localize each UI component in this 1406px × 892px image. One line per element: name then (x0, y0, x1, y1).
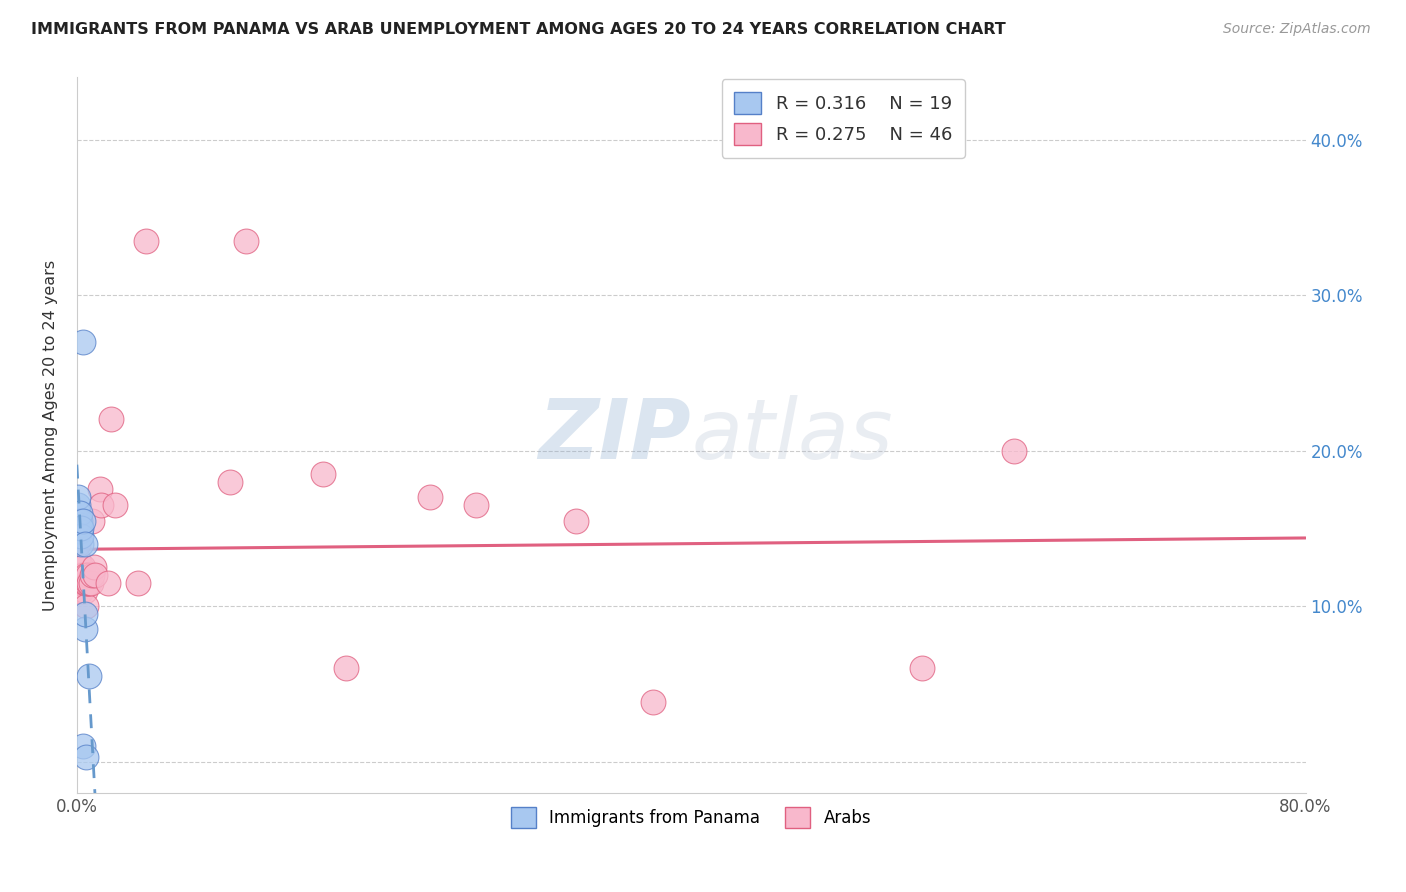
Point (73, 607, 96, 621)
Point (77, 669, 100, 683)
Point (69, 514, 91, 528)
Text: atlas: atlas (692, 394, 893, 475)
Text: IMMIGRANTS FROM PANAMA VS ARAB UNEMPLOYMENT AMONG AGES 20 TO 24 YEARS CORRELATIO: IMMIGRANTS FROM PANAMA VS ARAB UNEMPLOYM… (31, 22, 1005, 37)
Point (67, 490, 90, 504)
Point (70, 568, 93, 582)
Point (80, 575, 103, 590)
Point (641, 696, 664, 710)
Point (69, 506, 91, 520)
Point (72, 575, 94, 590)
Point (69, 575, 91, 590)
Point (75, 575, 97, 590)
Point (67, 514, 90, 528)
Point (219, 475, 242, 489)
Point (70, 583, 93, 598)
Point (67, 552, 90, 566)
Point (70, 560, 93, 574)
Point (73, 575, 96, 590)
Point (72, 514, 94, 528)
Point (72, 560, 94, 574)
Point (97, 575, 120, 590)
Point (1002, 443, 1025, 458)
Point (910, 661, 932, 675)
Point (70, 529, 93, 543)
Point (75, 750, 97, 764)
Text: Source: ZipAtlas.com: Source: ZipAtlas.com (1223, 22, 1371, 37)
Legend: Immigrants from Panama, Arabs: Immigrants from Panama, Arabs (505, 801, 877, 834)
Point (70, 575, 93, 590)
Y-axis label: Unemployment Among Ages 20 to 24 years: Unemployment Among Ages 20 to 24 years (44, 260, 58, 611)
Point (104, 498, 127, 512)
Point (82, 568, 104, 582)
Point (69, 524, 91, 539)
Point (76, 568, 98, 582)
Point (69, 568, 91, 582)
Point (90, 498, 112, 512)
Point (73, 583, 96, 598)
Point (67, 560, 90, 574)
Point (235, 234, 257, 248)
Point (72, 334, 94, 349)
Point (75, 599, 97, 613)
Text: ZIP: ZIP (538, 394, 692, 475)
Point (335, 661, 357, 675)
Point (67, 506, 90, 520)
Point (419, 490, 441, 504)
Point (69, 583, 91, 598)
Point (127, 575, 149, 590)
Point (72, 571, 94, 585)
Point (83, 560, 105, 574)
Point (100, 412, 122, 426)
Point (72, 568, 94, 582)
Point (67, 498, 90, 512)
Point (70, 521, 93, 535)
Point (465, 498, 488, 512)
Point (75, 568, 97, 582)
Point (73, 537, 96, 551)
Point (69, 571, 91, 585)
Point (67, 537, 90, 551)
Point (69, 518, 91, 533)
Point (77, 575, 100, 590)
Point (565, 514, 588, 528)
Point (67, 568, 90, 582)
Point (72, 739, 94, 753)
Point (135, 234, 157, 248)
Point (311, 467, 333, 481)
Point (76, 575, 98, 590)
Point (70, 537, 93, 551)
Point (84, 568, 107, 582)
Point (89, 483, 111, 497)
Point (82, 514, 104, 528)
Point (73, 623, 96, 637)
